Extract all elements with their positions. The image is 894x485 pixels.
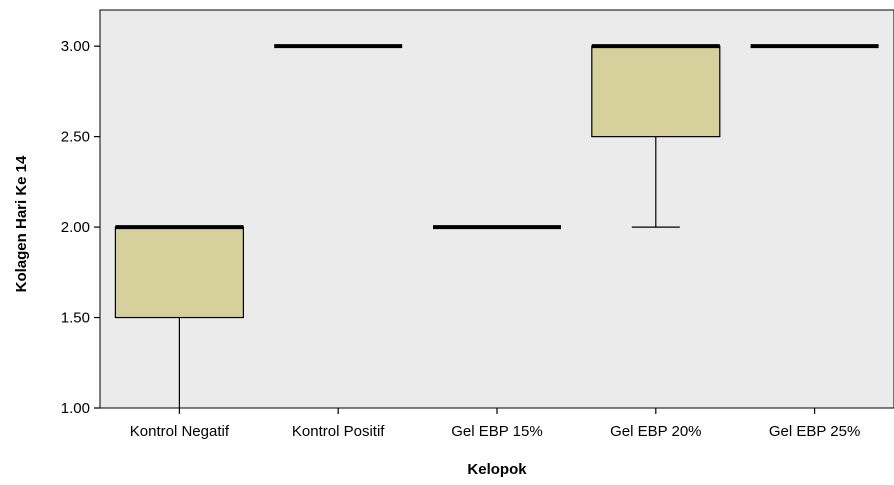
x-tick-label: Gel EBP 20% (610, 423, 701, 440)
x-tick-label: Gel EBP 15% (451, 423, 542, 440)
x-axis-title: Kelopok (467, 461, 527, 478)
y-tick-label: 2.50 (61, 129, 90, 146)
box-group (591, 44, 721, 228)
iqr-box (114, 226, 245, 319)
y-tick-label: 3.00 (61, 38, 90, 55)
boxes-layer (114, 44, 879, 408)
box-group (114, 225, 245, 408)
y-axis: 1.00 1.50 2.00 2.50 3.00 (61, 38, 100, 417)
x-axis: Kontrol Negatif Kontrol Positif Gel EBP 15… (130, 408, 860, 440)
y-tick-label: 2.00 (61, 219, 90, 236)
x-tick-label: Kontrol Positif (292, 423, 385, 440)
plot-area (99, 9, 894, 409)
y-tick-label: 1.50 (61, 310, 90, 327)
y-tick-label: 1.00 (61, 400, 90, 417)
x-tick-label: Gel EBP 25% (769, 423, 860, 440)
iqr-box (591, 45, 721, 138)
y-axis-title: Kolagen Hari Ke 14 (13, 155, 30, 292)
x-tick-label: Kontrol Negatif (130, 423, 230, 440)
